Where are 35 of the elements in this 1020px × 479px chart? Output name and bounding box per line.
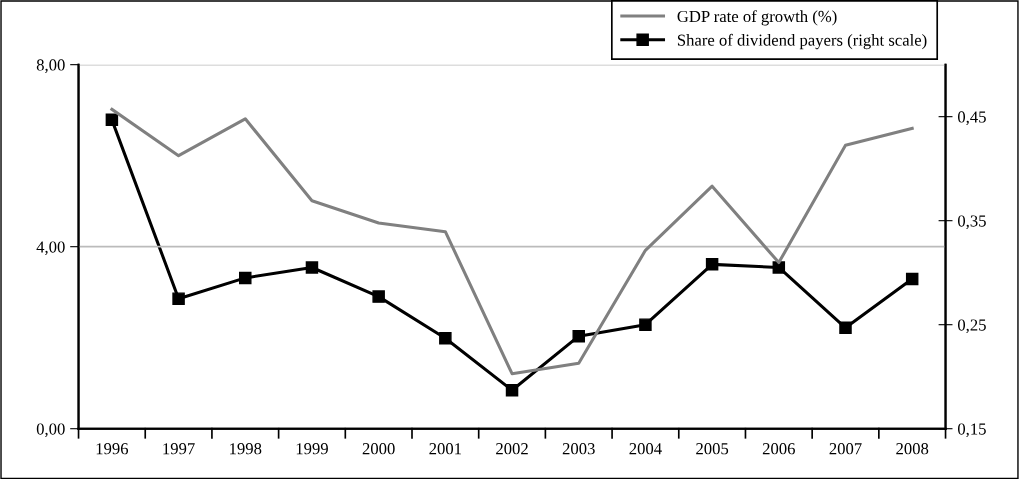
- x-tick-label: 1998: [230, 443, 262, 455]
- x-tick-label: 2008: [896, 443, 929, 455]
- point: [772, 261, 786, 274]
- legend-label: GDP rate of growth (%): [677, 10, 837, 26]
- x-tick-label: 2002: [496, 443, 528, 455]
- point: [372, 290, 385, 303]
- x-tick-label: 1999: [296, 443, 328, 455]
- point: [705, 258, 719, 271]
- y-tick-label: 0,00: [36, 423, 65, 438]
- x-tick-label: 2005: [696, 443, 729, 455]
- y2-tick-label: 0,45: [957, 111, 986, 126]
- x-tick-label: 2006: [762, 443, 795, 455]
- point: [105, 113, 119, 127]
- y2-tick-label: 0,25: [957, 319, 986, 334]
- x-tick-label: 2004: [629, 443, 662, 455]
- point: [439, 331, 452, 345]
- x-tick-label: 2003: [562, 443, 595, 455]
- y2-tick-label: 0,15: [957, 423, 986, 438]
- point: [639, 318, 652, 331]
- y2-tick-label: 0,35: [957, 215, 986, 230]
- x-tick-label: 2000: [362, 443, 395, 455]
- point: [239, 271, 252, 285]
- point: [572, 329, 585, 343]
- point: [505, 383, 519, 397]
- point: [839, 321, 852, 335]
- x-tick-label: 2007: [829, 443, 862, 455]
- x-tick-label: 2001: [429, 443, 462, 455]
- point: [305, 261, 319, 274]
- point: [905, 272, 919, 286]
- point: [172, 292, 185, 305]
- x-tick-label: 1996: [96, 443, 129, 455]
- x-tick-label: 1997: [163, 443, 195, 455]
- y-tick-label: 4,00: [36, 241, 65, 256]
- y-tick-label: 8,00: [36, 59, 65, 74]
- legend-label: Share of dividend payers (right scale): [677, 33, 927, 50]
